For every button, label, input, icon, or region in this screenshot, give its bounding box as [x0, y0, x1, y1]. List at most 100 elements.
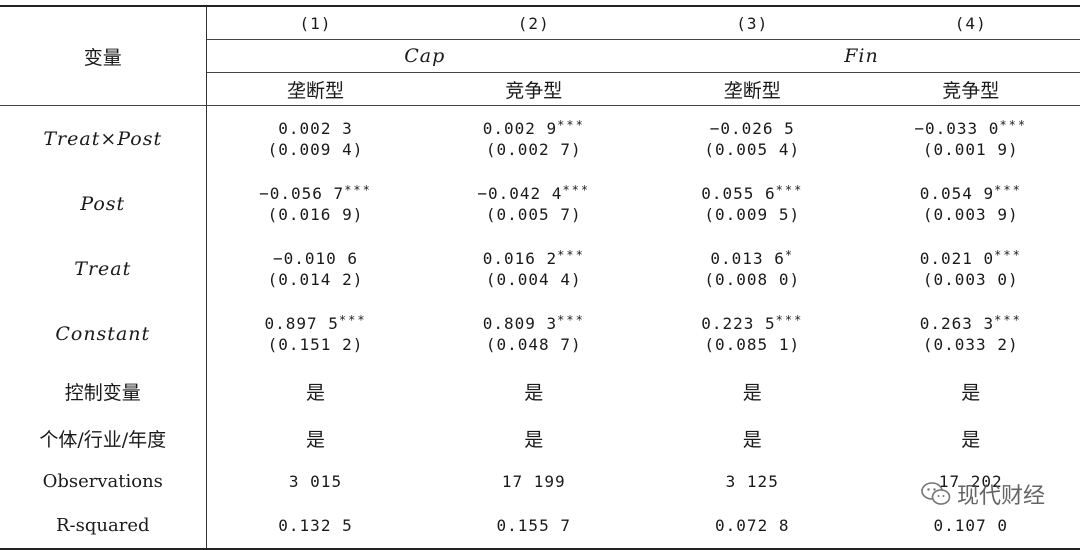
row-label: Post [0, 171, 206, 236]
subgroup-header-3: 垄断型 [643, 73, 862, 106]
fixed-effects-indicator: 是 [862, 416, 1080, 460]
coef-value: 0.223 5 [701, 314, 775, 333]
observations-value: 17 199 [425, 460, 644, 502]
standard-error: (0.085 1) [643, 334, 862, 355]
coef-value: 0.002 9 [483, 119, 557, 138]
coef-value: 0.016 2 [483, 249, 557, 268]
standard-error: (0.003 9) [862, 204, 1080, 225]
significance-stars: * [785, 248, 794, 262]
standard-error: (0.004 4) [425, 269, 644, 290]
observations-value: 3 125 [643, 460, 862, 502]
observations-value: 3 015 [206, 460, 425, 502]
row-label: Constant [0, 301, 206, 366]
coef-cell: 0.013 6* (0.008 0) [643, 236, 862, 301]
significance-stars: *** [557, 118, 585, 132]
coef-cell: −0.026 5(0.005 4) [643, 106, 862, 172]
group-header-cap: Cap [206, 40, 643, 73]
standard-error: (0.002 7) [425, 139, 644, 160]
controls-indicator: 是 [206, 366, 425, 416]
variable-header: 变量 [0, 6, 206, 106]
standard-error: (0.009 5) [643, 204, 862, 225]
coef-cell: 0.263 3*** (0.033 2) [862, 301, 1080, 366]
significance-stars: *** [994, 183, 1022, 197]
standard-error: (0.151 2) [207, 334, 425, 355]
coef-value: −0.026 5 [710, 119, 795, 138]
coef-cell: 0.021 0*** (0.003 0) [862, 236, 1080, 301]
coef-cell: −0.010 6(0.014 2) [206, 236, 425, 301]
coef-value: 0.055 6 [701, 184, 775, 203]
table-row: Observations 3 015 17 199 3 125 17 202 [0, 460, 1080, 502]
coef-value: 0.021 0 [920, 249, 994, 268]
row-label: 控制变量 [0, 366, 206, 416]
watermark: 现代财经 [921, 478, 1045, 510]
standard-error: (0.008 0) [643, 269, 862, 290]
wechat-icon [921, 481, 951, 507]
column-number-1: (1) [206, 6, 425, 40]
r-squared-value: 0.072 8 [643, 502, 862, 549]
standard-error: (0.014 2) [207, 269, 425, 290]
r-squared-value: 0.155 7 [425, 502, 644, 549]
coef-cell: −0.033 0***(0.001 9) [862, 106, 1080, 172]
table-row: 个体/行业/年度 是 是 是 是 [0, 416, 1080, 460]
coef-cell: −0.042 4*** (0.005 7) [425, 171, 644, 236]
subgroup-header-4: 竞争型 [862, 73, 1080, 106]
controls-indicator: 是 [643, 366, 862, 416]
significance-stars: *** [776, 313, 804, 327]
significance-stars: *** [994, 248, 1022, 262]
controls-indicator: 是 [425, 366, 644, 416]
regression-table: 变量 (1) (2) (3) (4) Cap Fin 垄断型 竞争型 垄断型 竞… [0, 5, 1080, 550]
group-header-fin: Fin [643, 40, 1080, 73]
significance-stars: *** [994, 313, 1022, 327]
coef-cell: 0.002 9*** (0.002 7) [425, 106, 644, 172]
standard-error: (0.003 0) [862, 269, 1080, 290]
significance-stars: *** [776, 183, 804, 197]
controls-indicator: 是 [862, 366, 1080, 416]
table-row: Treat×Post 0.002 3(0.009 4) 0.002 9***(0… [0, 106, 1080, 172]
coef-cell: 0.897 5*** (0.151 2) [206, 301, 425, 366]
fixed-effects-indicator: 是 [206, 416, 425, 460]
coef-cell: 0.809 3*** (0.048 7) [425, 301, 644, 366]
coef-value: 0.809 3 [483, 314, 557, 333]
coef-value: 0.897 5 [264, 314, 338, 333]
standard-error: (0.005 4) [643, 139, 862, 160]
significance-stars: *** [339, 313, 367, 327]
column-number-3: (3) [643, 6, 862, 40]
coef-value: −0.033 0 [914, 119, 999, 138]
coef-cell: 0.055 6*** (0.009 5) [643, 171, 862, 236]
significance-stars: *** [344, 183, 372, 197]
significance-stars: *** [557, 313, 585, 327]
subgroup-header-1: 垄断型 [206, 73, 425, 106]
coef-cell: 0.054 9*** (0.003 9) [862, 171, 1080, 236]
table-row: Post −0.056 7***(0.016 9) −0.042 4***(0.… [0, 171, 1080, 236]
coef-cell: 0.002 3(0.009 4) [206, 106, 425, 172]
significance-stars: *** [557, 248, 585, 262]
row-label: Treat×Post [0, 106, 206, 172]
coef-value: −0.010 6 [273, 249, 358, 268]
coef-value: 0.013 6 [710, 249, 784, 268]
coef-value: 0.002 3 [278, 119, 352, 138]
coef-value: −0.042 4 [477, 184, 562, 203]
coef-cell: −0.056 7*** (0.016 9) [206, 171, 425, 236]
coef-cell: 0.223 5*** (0.085 1) [643, 301, 862, 366]
watermark-text: 现代财经 [957, 478, 1045, 510]
row-label: R-squared [0, 502, 206, 549]
column-number-4: (4) [862, 6, 1080, 40]
r-squared-value: 0.132 5 [206, 502, 425, 549]
row-label: Treat [0, 236, 206, 301]
row-label: Observations [0, 460, 206, 502]
table-row: Constant 0.897 5***(0.151 2) 0.809 3***(… [0, 301, 1080, 366]
standard-error: (0.009 4) [207, 139, 425, 160]
coef-value: 0.054 9 [920, 184, 994, 203]
standard-error: (0.048 7) [425, 334, 644, 355]
row-label: 个体/行业/年度 [0, 416, 206, 460]
coef-value: 0.263 3 [920, 314, 994, 333]
standard-error: (0.016 9) [207, 204, 425, 225]
standard-error: (0.005 7) [425, 204, 644, 225]
coef-value: −0.056 7 [259, 184, 344, 203]
significance-stars: *** [999, 118, 1027, 132]
significance-stars: *** [562, 183, 590, 197]
coef-cell: 0.016 2*** (0.004 4) [425, 236, 644, 301]
table-row: Treat −0.010 6(0.014 2) 0.016 2***(0.004… [0, 236, 1080, 301]
subgroup-header-2: 竞争型 [425, 73, 644, 106]
standard-error: (0.033 2) [862, 334, 1080, 355]
